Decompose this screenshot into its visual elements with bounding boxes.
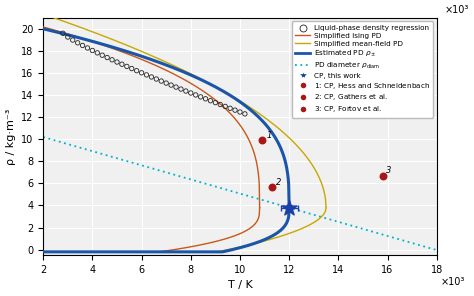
Point [128,66,136,71]
Point [84,46,91,50]
Point [113,60,121,65]
Point [258,138,266,143]
Point [227,106,234,111]
Point [211,100,219,105]
Point [268,184,276,189]
Text: ×10³: ×10³ [445,5,469,15]
X-axis label: T / K: T / K [228,280,252,290]
Point [197,94,204,99]
Point [236,110,244,114]
Point [123,64,131,69]
Point [182,89,190,94]
Point [69,38,76,42]
Point [192,93,200,97]
Legend: Liquid-phase density regression, Simplified Ising PD, Simplified mean-field PD, : Liquid-phase density regression, Simplif… [292,21,433,118]
Point [153,77,160,81]
Point [59,31,67,36]
Point [187,91,194,95]
Point [143,73,150,77]
Text: 3: 3 [386,166,391,176]
Point [74,41,82,45]
Point [379,173,386,178]
Point [89,48,96,53]
Point [138,70,146,75]
Point [93,51,101,55]
Point [285,205,293,210]
Point [221,104,229,109]
Point [163,81,170,86]
Point [202,96,210,101]
Point [64,35,72,39]
Point [217,102,224,107]
Point [157,79,165,83]
Point [207,98,214,103]
Point [177,87,185,91]
Point [118,62,126,67]
Point [231,108,239,112]
Point [167,83,175,87]
Point [172,85,180,89]
Point [108,57,116,62]
Point [133,68,140,73]
Y-axis label: ρ / kg·m⁻³: ρ / kg·m⁻³ [6,108,16,165]
Point [147,75,155,79]
Point [79,43,86,48]
Text: 1: 1 [266,131,272,140]
Point [99,53,106,58]
Point [241,112,249,116]
Point [103,55,111,60]
Text: 2: 2 [276,178,282,186]
Text: ×10³: ×10³ [441,276,465,287]
